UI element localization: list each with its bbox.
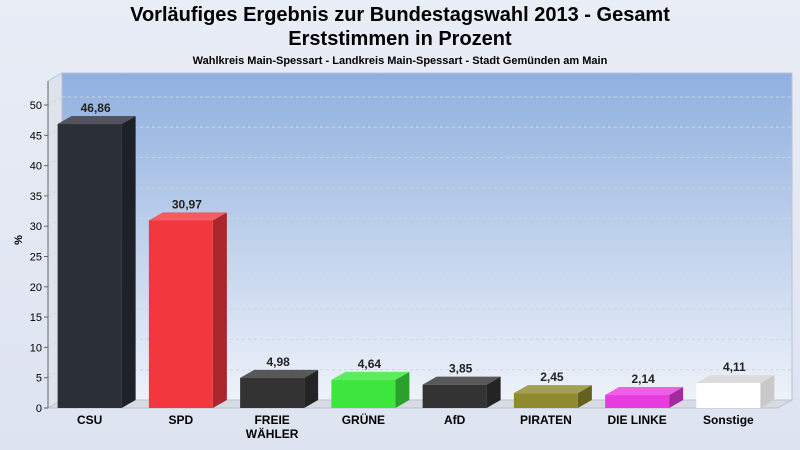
bar-top [331,371,410,380]
x-tick-label: AfD [444,413,466,427]
y-tick-label: 25 [30,252,42,264]
bar [605,395,670,408]
x-tick-label: WÄHLER [246,426,299,441]
data-label: 30,97 [172,197,202,211]
x-tick-label: DIE LINKE [607,413,666,427]
bar-side [760,375,775,408]
y-tick-label: 5 [36,373,42,385]
y-tick-label: 10 [30,342,42,354]
data-label: 2,45 [540,370,564,384]
y-axis-label: % [13,235,25,245]
data-label: 4,11 [723,360,746,374]
bar-side [577,385,592,408]
y-tick-label: 35 [30,191,42,203]
bar-top [513,385,592,394]
bar-side [486,376,501,408]
chart-subtitle: Wahlkreis Main-Spessart - Landkreis Main… [192,55,608,67]
y-tick-label: 40 [30,161,42,173]
y-tick-label: 30 [30,221,42,233]
bar [57,124,122,409]
bar-top [57,116,136,125]
bar-top [696,375,775,384]
bar-side [121,116,136,409]
y-tick-label: 0 [36,403,42,415]
data-label: 3,85 [449,362,473,376]
x-tick-label: SPD [169,413,194,427]
bar [696,383,761,408]
x-tick-label: PIRATEN [520,413,572,427]
bar [513,393,578,408]
chart-title: Vorläufiges Ergebnis zur Bundestagswahl … [130,4,670,26]
y-tick-label: 15 [30,312,42,324]
chart-title-line2: Erststimmen in Prozent [288,28,512,50]
data-label: 4,64 [358,357,382,371]
bar-top [605,387,684,396]
data-label: 2,14 [631,372,655,386]
bar-top [422,376,501,385]
bar [422,384,487,408]
y-tick-label: 45 [30,130,42,142]
bar-side [212,212,227,408]
bar [148,220,213,408]
x-tick-label: CSU [77,413,102,427]
grid-line [47,96,63,106]
bar-top [240,369,319,378]
y-tick-label: 20 [30,282,42,294]
bar-side [304,369,319,408]
x-tick-label: GRÜNE [342,412,385,427]
x-tick-label: Sonstige [703,413,754,427]
x-tick-label: FREIE [254,413,289,427]
bar [240,377,305,408]
data-label: 46,86 [81,101,111,115]
bar-top [148,212,227,221]
data-label: 4,98 [266,355,290,369]
y-tick-label: 50 [30,100,42,112]
bar [331,379,396,408]
bar-side [669,387,684,408]
bar-side [395,371,410,408]
